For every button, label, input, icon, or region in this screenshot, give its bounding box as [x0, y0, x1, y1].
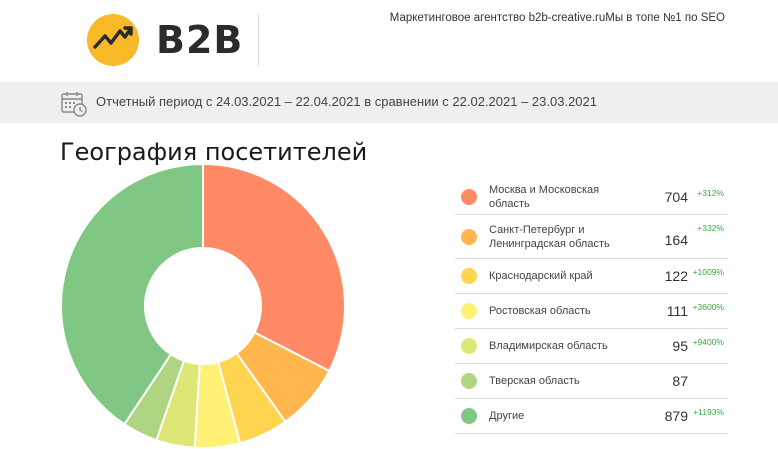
legend-value: 879	[664, 408, 688, 424]
period-text: Отчетный период с 24.03.2021 – 22.04.202…	[96, 94, 597, 109]
legend-color-dot	[461, 373, 477, 389]
legend-value: 122	[664, 268, 688, 284]
legend-item: Ростовская область 111 +3600%	[455, 294, 728, 329]
legend-change: +9400%	[692, 337, 724, 347]
legend-value: 87	[672, 373, 688, 389]
legend-color-dot	[461, 189, 477, 205]
legend-change: +1193%	[693, 407, 724, 417]
legend-item: Тверская область 87	[455, 364, 728, 399]
legend-item: Другие 879 +1193%	[455, 399, 728, 434]
legend-change: +332%	[697, 223, 724, 233]
legend-item: Владимирская область 95 +9400%	[455, 329, 728, 364]
logo-divider	[258, 14, 259, 66]
legend-value: 111	[666, 303, 688, 319]
legend-item: Москва и Московская область 704 +312%	[455, 180, 728, 215]
period-bar: Отчетный период с 24.03.2021 – 22.04.202…	[0, 82, 778, 123]
donut-chart	[60, 162, 346, 449]
chart-legend: Москва и Московская область 704 +312% Санкт…	[455, 180, 728, 434]
chart-title: География посетителей	[60, 138, 368, 166]
legend-color-dot	[461, 303, 477, 319]
legend-color-dot	[461, 338, 477, 354]
tagline: Маркетинговое агентство b2b-creative.ruМ…	[389, 12, 725, 24]
legend-label: Ростовская область	[489, 305, 591, 317]
calendar-clock-icon	[61, 92, 87, 117]
legend-item: Краснодарский край 122 +1009%	[455, 259, 728, 294]
legend-change: +1009%	[692, 267, 724, 277]
legend-color-dot	[461, 408, 477, 424]
legend-label: Другие	[489, 410, 525, 422]
header: B2B Маркетинговое агентство b2b-creative…	[0, 0, 778, 82]
legend-label: Краснодарский край	[489, 270, 593, 282]
logo-text: B2B	[156, 18, 244, 62]
pie-slice	[60, 162, 204, 426]
logo-icon	[87, 14, 139, 66]
legend-value: 95	[672, 338, 688, 354]
legend-item: Санкт-Петербург и Ленинградская область 1…	[455, 215, 728, 259]
legend-label: Владимирская область	[489, 340, 608, 352]
pie-slice	[202, 162, 346, 373]
legend-label: Санкт-Петербург и Ленинградская область	[489, 223, 610, 250]
legend-label: Москва и Московская область	[489, 184, 600, 210]
legend-label: Тверская область	[489, 375, 580, 387]
legend-value: 704	[664, 189, 688, 205]
legend-change: +312%	[697, 188, 724, 198]
legend-change: +3600%	[692, 302, 724, 312]
legend-color-dot	[461, 268, 477, 284]
legend-value: 164	[664, 231, 688, 248]
legend-color-dot	[461, 228, 477, 245]
